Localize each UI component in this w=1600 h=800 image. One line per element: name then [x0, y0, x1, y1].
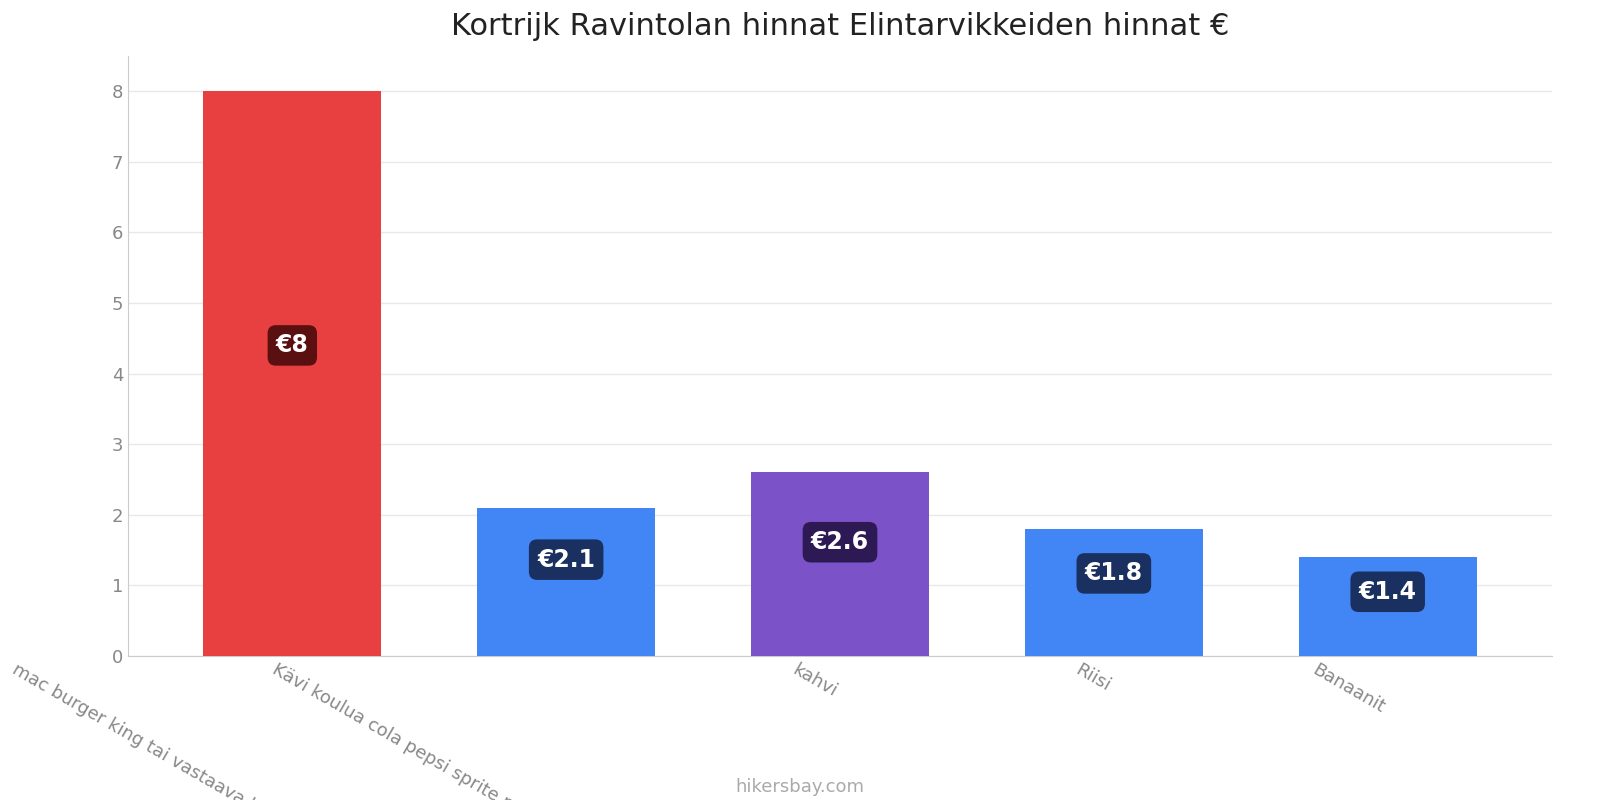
Bar: [203, 91, 381, 656]
Title: Kortrijk Ravintolan hinnat Elintarvikkeiden hinnat €: Kortrijk Ravintolan hinnat Elintarvikkei…: [451, 12, 1229, 41]
Bar: [477, 508, 654, 656]
Text: €1.4: €1.4: [1358, 580, 1416, 604]
Bar: [1299, 557, 1477, 656]
Text: €1.8: €1.8: [1085, 562, 1142, 586]
Bar: [1026, 529, 1203, 656]
Text: €8: €8: [275, 334, 309, 358]
Bar: [750, 473, 930, 656]
Text: hikersbay.com: hikersbay.com: [736, 778, 864, 796]
Text: €2.6: €2.6: [811, 530, 869, 554]
Text: €2.1: €2.1: [538, 548, 595, 572]
